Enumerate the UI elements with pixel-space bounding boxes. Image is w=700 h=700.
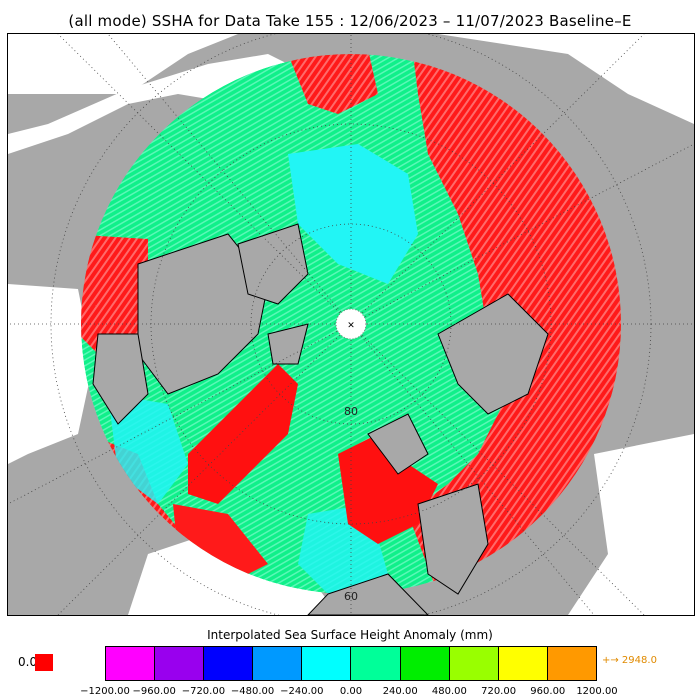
colorbar-tick-label: −240.00 bbox=[280, 686, 324, 697]
colorbar-tick-label: −1200.00 bbox=[80, 686, 130, 697]
over-range-label: +→ 2948.0 bbox=[602, 655, 657, 666]
red-anomaly-west bbox=[188, 364, 298, 504]
colorbar-tick-label: 480.00 bbox=[431, 686, 467, 697]
polar-map: ✕ 80 60 bbox=[8, 34, 694, 615]
pole-marker: ✕ bbox=[347, 321, 355, 331]
map-panel[interactable]: ✕ 80 60 bbox=[7, 33, 695, 616]
colorbar-tick-label: 1200.00 bbox=[576, 686, 618, 697]
colorbar-tick-label: 960.00 bbox=[530, 686, 566, 697]
colorbar-swatch-0 bbox=[106, 647, 156, 680]
colorbar-swatch-1 bbox=[155, 647, 205, 680]
colorbar-tick-label: 0.00 bbox=[339, 686, 363, 697]
colorbar-tick-label: 240.00 bbox=[382, 686, 418, 697]
colorbar bbox=[105, 646, 597, 681]
colorbar-tick-label: 720.00 bbox=[481, 686, 517, 697]
colorbar-swatch-9 bbox=[547, 647, 596, 680]
red-anomaly-south bbox=[338, 434, 438, 544]
colorbar-swatch-6 bbox=[400, 647, 450, 680]
land-masses bbox=[92, 223, 549, 615]
colorbar-swatch-8 bbox=[498, 647, 548, 680]
lat-label-60: 60 bbox=[344, 590, 358, 603]
colorbar-tick-label: −720.00 bbox=[181, 686, 226, 697]
under-range-swatch bbox=[35, 654, 53, 671]
under-range-label: 0.0 bbox=[18, 655, 38, 669]
pole-hole bbox=[335, 308, 367, 340]
map-title: (all mode) SSHA for Data Take 155 : 12/0… bbox=[68, 12, 632, 30]
colorbar-swatch-5 bbox=[351, 647, 401, 680]
colorbar-title: Interpolated Sea Surface Height Anomaly … bbox=[207, 628, 493, 642]
lat-label-80: 80 bbox=[344, 405, 358, 418]
no-data-ocean bbox=[8, 34, 694, 615]
colorbar-swatch-4 bbox=[302, 647, 352, 680]
colorbar-tick-label: −480.00 bbox=[230, 686, 275, 697]
colorbar-swatch-2 bbox=[204, 647, 254, 680]
colorbar-tick-label: −960.00 bbox=[132, 686, 176, 697]
colorbar-swatch-3 bbox=[253, 647, 303, 680]
graticule bbox=[8, 34, 694, 615]
colorbar-swatch-7 bbox=[449, 647, 499, 680]
